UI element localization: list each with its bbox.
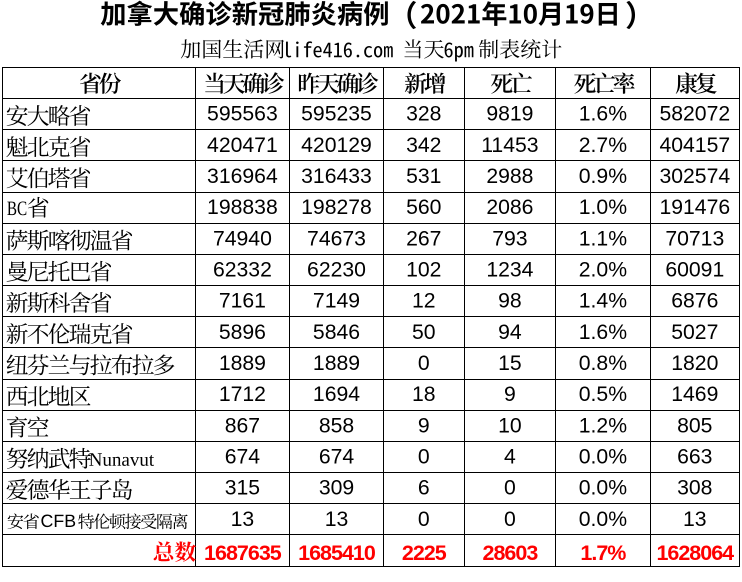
svg-text:60091: 60091 — [665, 259, 724, 282]
svg-text:98: 98 — [498, 290, 522, 313]
svg-text:9: 9 — [418, 414, 430, 437]
svg-text:560: 560 — [406, 196, 441, 219]
svg-text:74673: 74673 — [307, 227, 366, 250]
svg-text:18: 18 — [412, 383, 436, 406]
svg-text:0.0%: 0.0% — [579, 446, 627, 469]
svg-text:1234: 1234 — [486, 259, 533, 282]
svg-text:0.5%: 0.5% — [579, 383, 627, 406]
svg-text:0.8%: 0.8% — [579, 352, 627, 375]
svg-text:62332: 62332 — [213, 259, 272, 282]
svg-text:198838: 198838 — [207, 196, 278, 219]
svg-text:11453: 11453 — [481, 134, 538, 157]
svg-text:13: 13 — [325, 508, 349, 531]
svg-text:1.6%: 1.6% — [579, 321, 627, 344]
svg-text:0.9%: 0.9% — [579, 165, 627, 188]
svg-text:1628064: 1628064 — [656, 541, 734, 565]
svg-text:1685410: 1685410 — [298, 541, 376, 565]
svg-text:1687635: 1687635 — [204, 541, 282, 565]
svg-text:12: 12 — [412, 290, 436, 313]
svg-text:1469: 1469 — [671, 383, 718, 406]
svg-text:2988: 2988 — [486, 165, 533, 188]
svg-text:316433: 316433 — [301, 165, 372, 188]
svg-text:2086: 2086 — [486, 196, 533, 219]
svg-text:7161: 7161 — [219, 290, 266, 313]
svg-text:2225: 2225 — [402, 541, 447, 565]
svg-text:867: 867 — [225, 414, 260, 437]
svg-text:13: 13 — [231, 508, 255, 531]
svg-text:198278: 198278 — [301, 196, 372, 219]
svg-text:13: 13 — [683, 508, 707, 531]
svg-text:315: 315 — [225, 477, 260, 500]
svg-text:70713: 70713 — [665, 227, 724, 250]
svg-text:663: 663 — [677, 446, 712, 469]
svg-text:420129: 420129 — [301, 134, 372, 157]
svg-text:316964: 316964 — [207, 165, 278, 188]
svg-text:6876: 6876 — [671, 290, 718, 313]
svg-text:2.0%: 2.0% — [579, 259, 627, 282]
svg-text:10: 10 — [498, 414, 522, 437]
svg-text:15: 15 — [498, 352, 522, 375]
svg-text:793: 793 — [492, 227, 527, 250]
svg-text:1.7%: 1.7% — [580, 541, 626, 565]
svg-text:0: 0 — [418, 446, 430, 469]
svg-text:6: 6 — [418, 477, 430, 500]
svg-text:309: 309 — [319, 477, 354, 500]
svg-text:5896: 5896 — [219, 321, 266, 344]
svg-text:1.1%: 1.1% — [579, 227, 627, 250]
svg-text:342: 342 — [406, 134, 441, 157]
svg-text:0: 0 — [418, 352, 430, 375]
svg-text:102: 102 — [406, 259, 441, 282]
svg-text:531: 531 — [406, 165, 441, 188]
svg-text:674: 674 — [319, 446, 355, 469]
svg-text:858: 858 — [319, 414, 354, 437]
svg-text:674: 674 — [225, 446, 261, 469]
svg-text:805: 805 — [677, 414, 712, 437]
svg-text:9: 9 — [504, 383, 516, 406]
svg-text:2.7%: 2.7% — [579, 134, 627, 157]
svg-text:420471: 420471 — [207, 134, 278, 157]
svg-text:582072: 582072 — [659, 103, 730, 126]
svg-text:4: 4 — [504, 446, 516, 469]
svg-text:404157: 404157 — [659, 134, 730, 157]
svg-text:1889: 1889 — [219, 352, 266, 375]
svg-text:62230: 62230 — [307, 259, 366, 282]
svg-text:1712: 1712 — [219, 383, 266, 406]
svg-text:267: 267 — [406, 227, 441, 250]
svg-text:9819: 9819 — [486, 103, 533, 126]
svg-text:0: 0 — [418, 508, 430, 531]
svg-text:302574: 302574 — [659, 165, 730, 188]
svg-text:5846: 5846 — [313, 321, 360, 344]
svg-text:0.0%: 0.0% — [579, 477, 627, 500]
svg-text:1820: 1820 — [671, 352, 718, 375]
svg-text:308: 308 — [677, 477, 712, 500]
svg-text:1.6%: 1.6% — [579, 103, 627, 126]
svg-text:50: 50 — [412, 321, 436, 344]
svg-text:94: 94 — [498, 321, 522, 344]
svg-text:595235: 595235 — [301, 103, 372, 126]
svg-text:5027: 5027 — [671, 321, 718, 344]
svg-text:191476: 191476 — [659, 196, 730, 219]
svg-text:74940: 74940 — [213, 227, 272, 250]
svg-text:1.4%: 1.4% — [579, 290, 627, 313]
svg-text:0.0%: 0.0% — [579, 508, 627, 531]
svg-text:0: 0 — [504, 508, 516, 531]
svg-text:595563: 595563 — [207, 103, 278, 126]
svg-text:1.2%: 1.2% — [579, 414, 627, 437]
svg-text:328: 328 — [406, 103, 441, 126]
svg-text:28603: 28603 — [483, 541, 539, 565]
svg-text:1694: 1694 — [313, 383, 360, 406]
svg-text:1889: 1889 — [313, 352, 360, 375]
svg-text:7149: 7149 — [313, 290, 360, 313]
svg-text:0: 0 — [504, 477, 516, 500]
svg-text:1.0%: 1.0% — [579, 196, 627, 219]
